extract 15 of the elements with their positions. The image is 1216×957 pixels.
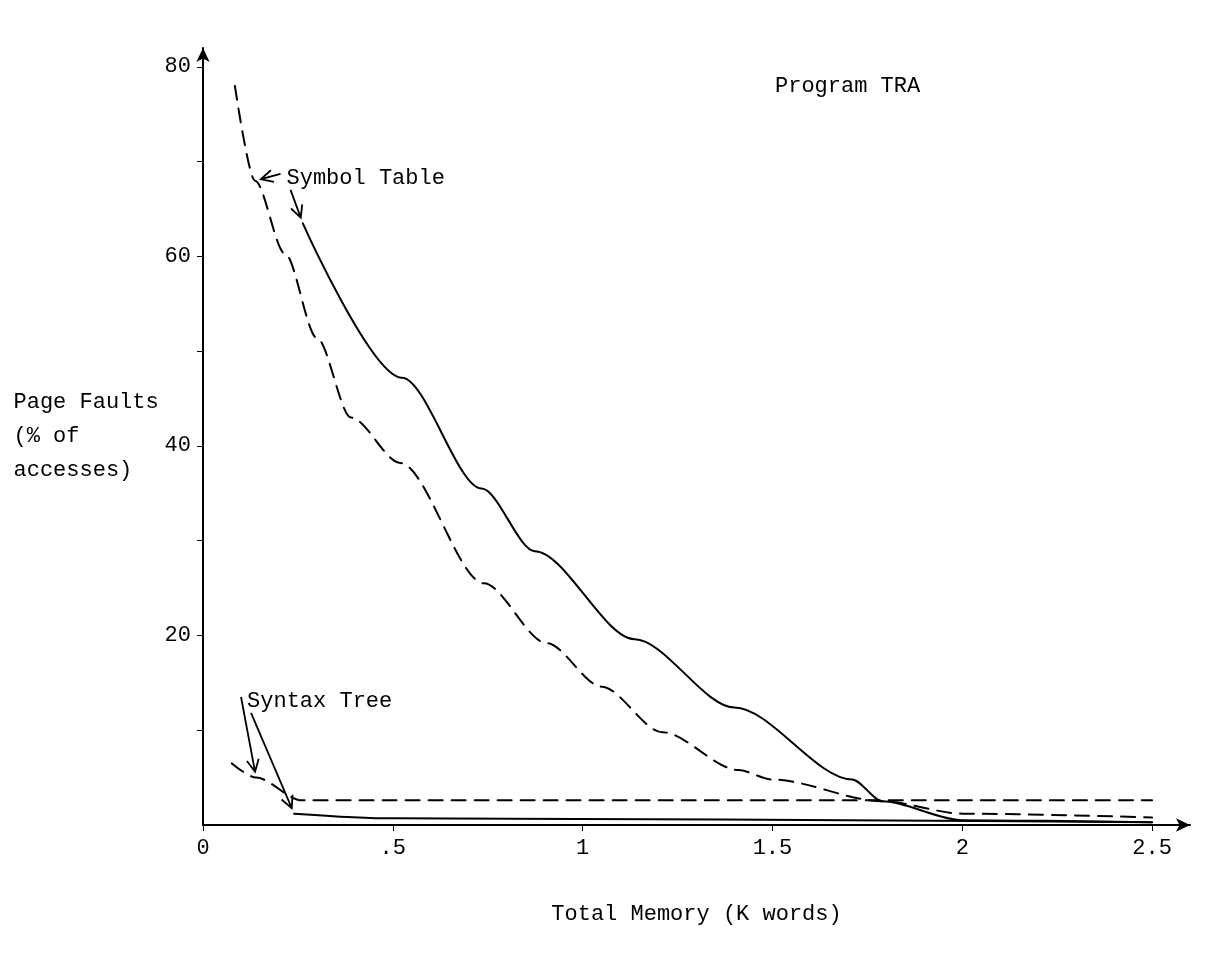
y-tick-label: 20 xyxy=(164,622,191,648)
x-tick-label: 2 xyxy=(955,835,969,861)
x-axis-title: Total Memory (K words) xyxy=(551,901,842,927)
annotation: Syntax Tree xyxy=(247,688,393,714)
y-axis-title: Page Faults (% of accesses) xyxy=(13,390,159,483)
x-tick-label: 1.5 xyxy=(752,835,793,861)
x-tick-label: 0 xyxy=(196,835,210,861)
y-tick-label: 40 xyxy=(164,433,191,459)
x-tick-label: 2.5 xyxy=(1132,835,1172,861)
annotation: Symbol Table xyxy=(286,165,445,191)
text: Program TRA xyxy=(775,73,922,99)
y-tick-label: 60 xyxy=(164,243,191,269)
x-tick-label: .5 xyxy=(379,835,407,861)
y-tick-label: 80 xyxy=(164,54,191,80)
x-tick-label: 1 xyxy=(576,835,590,861)
